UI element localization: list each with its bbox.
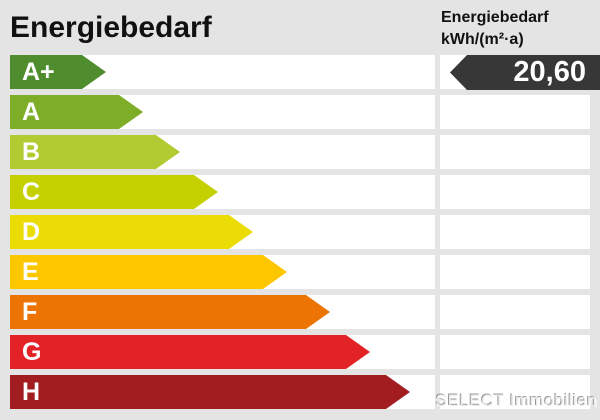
rating-bar: F — [10, 295, 330, 329]
rating-letter: G — [22, 338, 42, 366]
value-column-cell — [440, 255, 590, 289]
unit-header-line2: kWh/(m²·a) — [441, 31, 524, 48]
rating-bar: G — [10, 335, 370, 369]
rating-letter: D — [22, 218, 41, 246]
rating-bar: D — [10, 215, 253, 249]
rating-bar: E — [10, 255, 287, 289]
rating-letter: A — [22, 98, 41, 126]
rating-row: C — [0, 175, 600, 209]
rating-row: E — [0, 255, 600, 289]
rating-row: H — [0, 375, 600, 409]
rating-letter: A+ — [22, 58, 55, 86]
rating-letter: E — [22, 258, 39, 286]
value-column-cell — [440, 335, 590, 369]
energy-value: 20,60 — [513, 56, 586, 88]
page-title: Energiebedarf — [10, 11, 212, 44]
rating-letter: C — [22, 178, 41, 206]
brand-watermark: SELECT Immobilien — [435, 391, 597, 410]
rating-row: G — [0, 335, 600, 369]
rating-row: F — [0, 295, 600, 329]
energy-value-arrow: 20,60 — [450, 55, 600, 90]
value-column-cell — [440, 175, 590, 209]
rating-row: B — [0, 135, 600, 169]
rating-bar: A — [10, 95, 143, 129]
rating-row: D — [0, 215, 600, 249]
rating-letter: F — [22, 298, 38, 326]
rating-letter: H — [22, 378, 41, 406]
rating-bar: B — [10, 135, 180, 169]
rating-row: A — [0, 95, 600, 129]
value-column-cell — [440, 375, 590, 409]
unit-header: Energiebedarf kWh/(m²·a) — [441, 7, 549, 51]
value-column-cell — [440, 135, 590, 169]
rating-letter: B — [22, 138, 41, 166]
value-column-cell — [440, 295, 590, 329]
unit-header-line1: Energiebedarf — [441, 9, 549, 26]
rating-bar: H — [10, 375, 410, 409]
value-column-cell — [440, 215, 590, 249]
value-column-cell — [440, 95, 590, 129]
rating-bar: C — [10, 175, 218, 209]
